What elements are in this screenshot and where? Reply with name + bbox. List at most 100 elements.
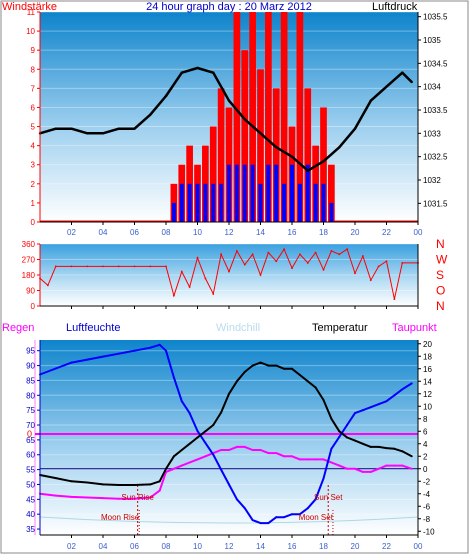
temperature-point xyxy=(251,364,254,367)
climate-panel: 35404550556065707580859095-10-8-6-4-2024… xyxy=(2,322,437,551)
wind-tick-label: 1 xyxy=(31,199,36,208)
wind-average-bar xyxy=(195,183,200,222)
dewpoint-point xyxy=(180,464,183,467)
pressure-point xyxy=(243,118,246,121)
compass-label: W xyxy=(436,253,448,267)
temperature-point xyxy=(314,386,317,389)
wind-gust-bar xyxy=(257,69,264,222)
wind-direction-point xyxy=(314,251,317,254)
dewpoint-point xyxy=(196,458,199,461)
wind-gust-bar xyxy=(296,12,304,222)
rain-zero-label: 0 xyxy=(27,429,32,439)
temperature-point xyxy=(298,374,301,376)
wind-direction-point xyxy=(196,256,199,259)
humidity-point xyxy=(70,361,73,364)
moonrise-label: Moon Rise xyxy=(101,513,140,522)
humidity-tick-label: 50 xyxy=(26,480,35,489)
humidity-tick-label: 35 xyxy=(26,525,35,534)
wind-direction-point xyxy=(212,293,215,295)
dewpoint-point xyxy=(377,467,380,470)
humidity-point xyxy=(212,453,215,456)
dewpoint-point xyxy=(251,449,254,451)
temperature-point xyxy=(330,417,333,420)
temperature-point xyxy=(259,361,262,364)
dewpoint-point xyxy=(385,464,388,467)
wind-tick-label: 5 xyxy=(31,123,36,132)
direction-tick-label: 360 xyxy=(22,240,36,249)
wind-tick-label: 10 xyxy=(26,27,35,36)
wind-direction-point xyxy=(369,279,372,282)
wind-direction-point xyxy=(330,249,333,252)
climate-time-label: 02 xyxy=(67,542,76,551)
temperature-point xyxy=(235,380,238,383)
humidity-point xyxy=(298,513,301,516)
compass-label: N xyxy=(436,299,445,313)
temperature-tick-label: -8 xyxy=(423,515,431,524)
pressure-tick-label: 1032 xyxy=(423,176,441,185)
dewpoint-point xyxy=(149,496,152,499)
temperature-point xyxy=(267,364,270,367)
wind-gust-bar xyxy=(249,12,256,222)
wind-average-bar xyxy=(297,183,302,222)
wind-direction-point xyxy=(228,270,230,273)
temperature-tick-label: 4 xyxy=(423,440,428,449)
pressure-tick-label: 1035 xyxy=(423,36,441,45)
climate-time-label: 22 xyxy=(382,542,391,551)
wind-direction-point xyxy=(401,262,404,264)
dewpoint-point xyxy=(267,452,270,455)
wind-tick-label: 3 xyxy=(31,161,36,170)
wind-average-bar xyxy=(171,202,176,222)
time-tick-label: 20 xyxy=(351,228,360,237)
compass-label: O xyxy=(436,284,445,298)
humidity-point xyxy=(306,507,309,510)
wind-direction-point xyxy=(291,267,293,270)
temperature-tick-label: 10 xyxy=(423,402,432,411)
temperature-point xyxy=(275,364,278,367)
pressure-tick-label: 1032.5 xyxy=(423,153,448,162)
wind-gust-bar xyxy=(328,164,335,222)
wind-average-bar xyxy=(274,164,279,222)
climate-time-label: 04 xyxy=(99,542,108,551)
humidity-tick-label: 60 xyxy=(26,451,35,460)
dewpoint-point xyxy=(291,455,293,458)
pressure-point xyxy=(306,169,309,172)
humidity-tick-label: 80 xyxy=(26,391,35,400)
temperature-point xyxy=(158,480,161,483)
wind-average-bar xyxy=(179,183,184,222)
pressure-axis-title: Luftdruck xyxy=(372,1,418,13)
wind-direction-series xyxy=(39,248,419,301)
dewpoint-point xyxy=(54,494,57,497)
wind-direction-point xyxy=(70,265,73,268)
humidity-point xyxy=(291,513,293,516)
humidity-tick-label: 40 xyxy=(26,510,35,519)
dewpoint-point xyxy=(338,464,341,467)
humidity-point xyxy=(102,355,104,358)
temperature-point xyxy=(149,483,152,486)
humidity-point xyxy=(235,498,238,501)
pressure-tick-label: 1034.5 xyxy=(423,59,448,68)
humidity-point xyxy=(267,522,270,525)
humidity-point xyxy=(204,441,207,444)
pressure-point xyxy=(54,127,57,130)
temperature-point xyxy=(377,445,380,448)
humidity-point xyxy=(133,349,136,352)
humidity-point xyxy=(172,376,175,379)
climate-time-label: 12 xyxy=(225,542,234,551)
wind-direction-point xyxy=(259,274,262,276)
temperature-tick-label: 16 xyxy=(423,365,432,374)
climate-time-label: 00 xyxy=(414,542,423,551)
humidity-point xyxy=(322,477,325,480)
dewpoint-point xyxy=(354,467,356,470)
temperature-point xyxy=(338,430,341,433)
dewpoint-legend: Taupunkt xyxy=(392,322,437,334)
humidity-point xyxy=(410,382,413,385)
wind-direction-point xyxy=(338,253,341,256)
temperature-tick-label: -10 xyxy=(423,527,435,536)
windchill-legend: Windchill xyxy=(216,322,260,334)
wind-direction-point xyxy=(385,260,388,263)
humidity-point xyxy=(165,349,167,352)
wind-direction-point xyxy=(235,249,238,252)
temperature-point xyxy=(385,447,388,450)
